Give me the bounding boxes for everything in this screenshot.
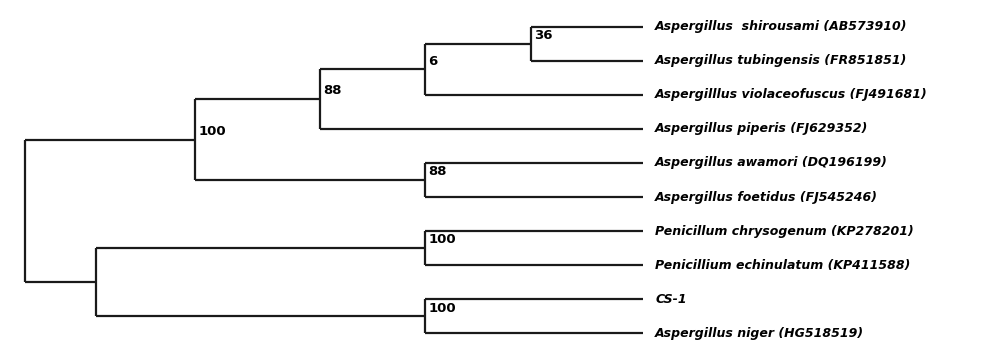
Text: 36: 36 <box>534 29 552 42</box>
Text: Aspergillus piperis (FJ629352): Aspergillus piperis (FJ629352) <box>655 122 869 135</box>
Text: 100: 100 <box>198 125 226 138</box>
Text: 100: 100 <box>428 233 456 247</box>
Text: Aspergillus awamori (DQ196199): Aspergillus awamori (DQ196199) <box>655 157 888 170</box>
Text: 6: 6 <box>428 54 438 68</box>
Text: Penicillum chrysogenum (KP278201): Penicillum chrysogenum (KP278201) <box>655 225 914 238</box>
Text: Aspergillus tubingensis (FR851851): Aspergillus tubingensis (FR851851) <box>655 54 908 67</box>
Text: Penicillium echinulatum (KP411588): Penicillium echinulatum (KP411588) <box>655 259 911 272</box>
Text: Aspergillus niger (HG518519): Aspergillus niger (HG518519) <box>655 327 864 340</box>
Text: CS-1: CS-1 <box>655 293 687 306</box>
Text: Aspergillus  shirousami (AB573910): Aspergillus shirousami (AB573910) <box>655 20 908 33</box>
Text: 88: 88 <box>323 84 341 97</box>
Text: 88: 88 <box>428 165 447 178</box>
Text: Aspergilllus violaceofuscus (FJ491681): Aspergilllus violaceofuscus (FJ491681) <box>655 88 928 101</box>
Text: 100: 100 <box>428 302 456 315</box>
Text: Aspergillus foetidus (FJ545246): Aspergillus foetidus (FJ545246) <box>655 190 878 203</box>
